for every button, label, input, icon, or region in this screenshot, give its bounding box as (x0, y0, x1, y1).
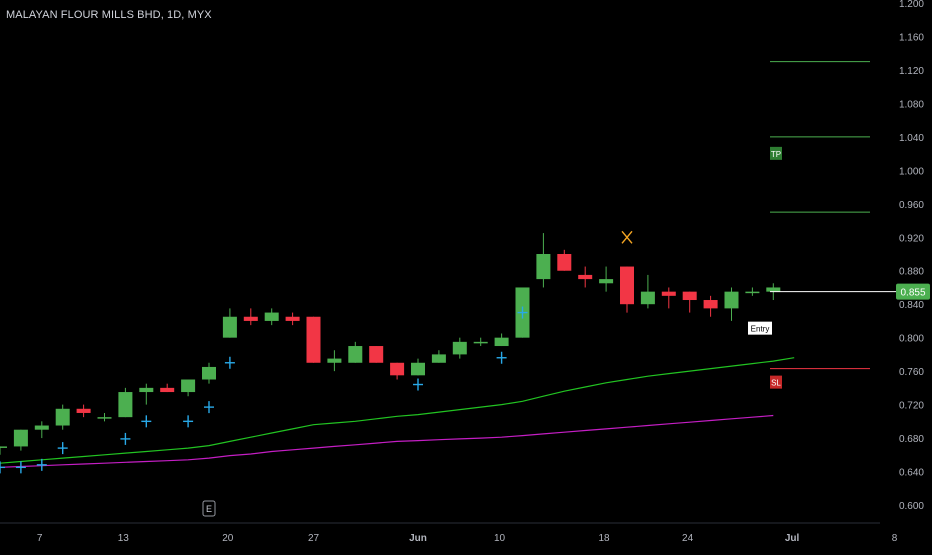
y-tick-label: 1.080 (899, 99, 924, 110)
candle-body (661, 291, 676, 296)
x-tick-label: 24 (682, 533, 694, 544)
candle-body (348, 346, 363, 363)
candle-body (766, 287, 781, 292)
candle-body (369, 346, 384, 363)
signal-cross-marker (0, 461, 5, 474)
signal-cross-marker (224, 356, 235, 369)
signal-cross-marker (413, 378, 423, 391)
ma-fast-line (0, 357, 795, 464)
y-tick-label: 0.840 (899, 300, 924, 311)
y-tick-label: 1.040 (899, 133, 924, 144)
y-tick-label: 0.680 (899, 434, 924, 445)
x-tick-label: Jul (785, 533, 800, 544)
y-tick-label: 1.160 (899, 32, 924, 43)
signal-cross-marker (496, 351, 507, 364)
y-tick-label: 0.880 (899, 267, 924, 278)
signal-cross-marker (36, 458, 47, 471)
x-tick-label: 27 (308, 533, 320, 544)
x-tick-label: 13 (118, 533, 130, 544)
candle-body (578, 274, 593, 280)
ma-slow-line (0, 414, 774, 468)
candle-body (222, 316, 237, 338)
candle-body (390, 362, 405, 376)
candle-body (703, 300, 718, 309)
y-tick-label: 0.800 (899, 334, 924, 345)
candle-body (285, 316, 300, 321)
y-tick-label: 1.000 (899, 166, 924, 177)
candle-body (34, 425, 49, 430)
signal-cross-marker (517, 306, 528, 319)
x-tick-label: Jun (409, 533, 427, 544)
candle-body (139, 387, 154, 393)
candle-body (411, 362, 425, 376)
tp-label: TP (771, 150, 781, 159)
x-signal-marker (621, 230, 633, 244)
candle-body (202, 366, 216, 380)
current-price-label: 0.855 (900, 288, 925, 299)
candle-body (724, 291, 739, 309)
earnings-marker-box (202, 500, 216, 517)
candle-body (745, 291, 760, 294)
signal-cross-marker (57, 442, 68, 455)
y-tick-label: 0.600 (899, 501, 924, 512)
candle-body (640, 291, 655, 305)
candle-body (452, 341, 467, 355)
y-tick-label: 1.120 (899, 66, 924, 77)
candle-body (243, 316, 258, 321)
sl-label: SL (771, 379, 781, 388)
sl-label-box (770, 375, 782, 389)
candle-body (494, 337, 509, 347)
signal-cross-marker (141, 415, 152, 428)
candle-body (431, 354, 446, 363)
x-tick-label: 20 (222, 533, 234, 544)
signal-cross-marker (183, 415, 194, 428)
y-tick-label: 0.960 (899, 200, 924, 211)
y-tick-label: 0.920 (899, 233, 924, 244)
candle-body (536, 254, 551, 280)
candle-body (599, 279, 614, 284)
y-tick-label: 1.200 (899, 0, 924, 10)
candle-body (13, 429, 28, 447)
entry-label: Entry (751, 325, 770, 334)
candle-body (0, 446, 7, 448)
candle-body (76, 408, 91, 413)
signal-cross-marker (120, 432, 131, 445)
current-price-tag (896, 283, 930, 300)
y-tick-label: 0.760 (899, 367, 924, 378)
candle-body (160, 387, 175, 393)
candle-body (55, 408, 70, 426)
candle-body (181, 379, 196, 393)
x-tick-label: 8 (892, 533, 898, 544)
candle-body (557, 254, 572, 271)
candle-body (118, 392, 133, 418)
candle-body (327, 358, 342, 363)
x-tick-label: 18 (598, 533, 610, 544)
signal-cross-marker (204, 401, 214, 414)
x-tick-label: 10 (494, 533, 506, 544)
candle-body (306, 316, 321, 363)
candle-body (264, 312, 279, 321)
entry-label-box (748, 321, 772, 335)
signal-cross-marker (15, 461, 26, 474)
tp-label-box (770, 146, 782, 160)
earnings-marker-label: E (206, 504, 212, 514)
candle-body (682, 291, 697, 301)
y-tick-label: 0.640 (899, 468, 924, 479)
candle-body (473, 341, 488, 344)
chart-title: MALAYAN FLOUR MILLS BHD, 1D, MYX (6, 9, 212, 21)
y-tick-label: 0.720 (899, 401, 924, 412)
x-tick-label: 7 (37, 533, 43, 544)
candle-body (97, 417, 112, 419)
candle-body (620, 266, 634, 305)
